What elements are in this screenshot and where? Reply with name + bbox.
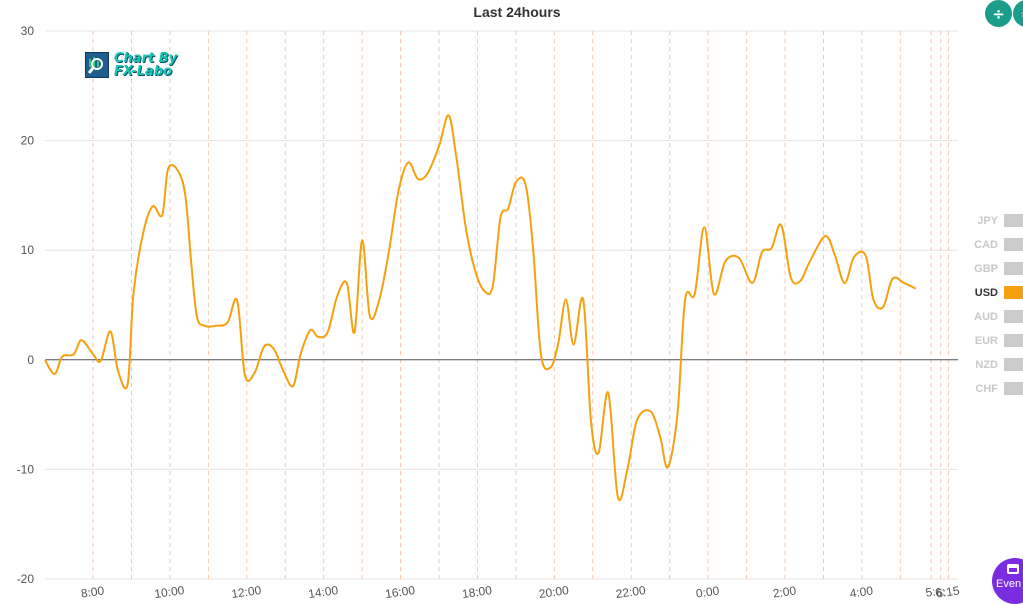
legend-swatch: [1004, 262, 1023, 275]
grid: [45, 30, 958, 580]
x-tick-label: 22:00: [615, 583, 647, 599]
y-tick-label: 20: [21, 134, 35, 148]
y-axis: -20 -10 0 10 20 30: [17, 24, 35, 586]
magnifier-chart-icon: [85, 52, 109, 78]
watermark-text: Chart By FX-Labo: [114, 52, 177, 78]
calendar-icon: [1007, 564, 1019, 574]
x-tick-label: 18:00: [461, 583, 493, 599]
legend-item-nzd[interactable]: NZD: [975, 358, 1023, 371]
y-tick-label: 30: [21, 24, 35, 38]
legend-swatch: [1004, 334, 1023, 347]
series-line-usd: [44, 114, 917, 501]
y-tick-label: 10: [21, 243, 35, 257]
x-tick-label: 6:15: [935, 583, 960, 599]
legend-label: CAD: [974, 239, 998, 251]
x-tick-label: 0:00: [695, 583, 720, 599]
x-tick-label: 10:00: [154, 583, 186, 599]
y-tick-label: -10: [17, 462, 35, 476]
events-button[interactable]: Even: [992, 558, 1023, 604]
legend-item-usd[interactable]: USD: [975, 286, 1023, 299]
legend-item-chf[interactable]: CHF: [975, 382, 1023, 395]
legend-label: AUD: [974, 311, 998, 323]
legend-label: USD: [975, 287, 998, 299]
x-tick-label: 4:00: [849, 583, 874, 599]
legend-swatch: [1004, 286, 1023, 299]
events-label: Even: [996, 578, 1022, 590]
legend-label: CHF: [975, 383, 998, 395]
watermark-line2: FX-Labo: [114, 64, 173, 79]
legend-swatch: [1004, 214, 1023, 227]
legend-item-jpy[interactable]: JPY: [977, 214, 1023, 227]
time-markers: [92, 31, 949, 579]
legend[interactable]: JPY CAD GBP USD AUD EUR NZD CHF: [974, 214, 1023, 395]
x-tick-label: 16:00: [384, 583, 416, 599]
legend-label: EUR: [975, 335, 998, 347]
x-axis: 8:00 10:00 12:00 14:00 16:00 18:00 20:00 22:00 0…: [80, 583, 961, 599]
y-tick-label: -20: [17, 572, 35, 586]
legend-swatch: [1004, 382, 1023, 395]
legend-item-aud[interactable]: AUD: [974, 310, 1023, 323]
legend-swatch: [1004, 238, 1023, 251]
x-tick-label: 5:: [925, 584, 937, 599]
legend-swatch: [1004, 310, 1023, 323]
y-tick-label: 0: [27, 353, 34, 367]
series-layer: [44, 114, 917, 501]
x-tick-label: 12:00: [230, 583, 262, 599]
chart-title: Last 24hours: [473, 4, 560, 20]
legend-swatch: [1004, 358, 1023, 371]
chart-by-fx-labo-logo: Chart By FX-Labo: [85, 52, 185, 82]
x-tick-label: 6:: [934, 584, 946, 599]
legend-item-gbp[interactable]: GBP: [974, 262, 1023, 275]
legend-label: NZD: [975, 359, 998, 371]
watermark-line1: Chart By: [114, 51, 178, 66]
x-tick-label: 8:00: [80, 583, 105, 599]
split-vertical-icon: ÷: [992, 4, 1005, 23]
legend-item-cad[interactable]: CAD: [974, 238, 1023, 251]
x-tick-label: 2:00: [772, 583, 797, 599]
legend-label: JPY: [977, 215, 998, 227]
legend-item-eur[interactable]: EUR: [975, 334, 1023, 347]
legend-label: GBP: [974, 263, 998, 275]
x-tick-label: 20:00: [538, 583, 570, 599]
split-vertical-button[interactable]: ÷: [985, 0, 1012, 27]
x-tick-label: 14:00: [307, 583, 339, 599]
